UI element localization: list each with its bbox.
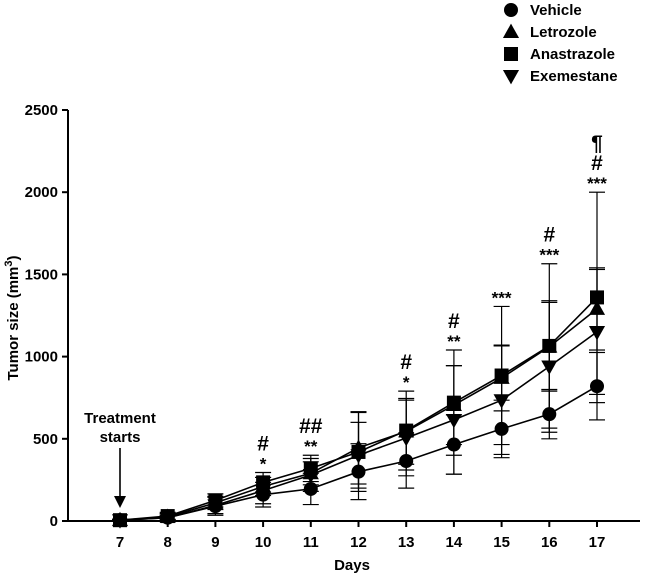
significance-mark: ***	[492, 288, 512, 307]
data-point-vehicle-day-16	[542, 407, 557, 422]
data-point-exemestane-day-7	[111, 514, 129, 529]
significance-mark: *	[403, 373, 410, 392]
data-point-exemestane-day-12	[350, 449, 367, 464]
data-point-anastrazole-day-14	[446, 395, 461, 410]
legend-marker-anastrazole	[504, 47, 518, 61]
data-point-exemestane-day-11	[302, 469, 319, 484]
y-tick-label: 1000	[25, 349, 58, 366]
legend-label-anastrazole: Anastrazole	[530, 46, 615, 63]
treatment-label-line1: Treatment	[84, 410, 156, 427]
y-axis-title: Tumor size (mm3)	[3, 255, 22, 380]
data-point-exemestane-day-17	[588, 325, 606, 341]
legend-marker-exemestane	[502, 70, 520, 85]
y-tick-label: 2500	[25, 102, 58, 119]
data-point-anastrazole-day-16	[542, 338, 557, 353]
significance-mark: #	[591, 152, 603, 175]
x-tick-label: 13	[398, 534, 415, 551]
data-point-vehicle-day-13	[399, 453, 414, 468]
data-point-vehicle-day-12	[351, 464, 366, 479]
data-point-vehicle-day-15	[494, 421, 509, 436]
significance-mark: ***	[539, 246, 559, 265]
data-point-exemestane-day-13	[398, 432, 415, 447]
chart-axes	[67, 110, 640, 522]
y-axis-title-main: Tumor size (mm	[5, 267, 22, 381]
significance-mark: #	[543, 224, 555, 247]
significance-mark: #	[257, 433, 269, 456]
x-tick-label: 8	[164, 534, 172, 551]
treatment-arrow-head	[114, 496, 126, 508]
data-point-vehicle-day-17	[590, 379, 604, 394]
legend-marker-vehicle	[504, 3, 518, 17]
x-tick-label: 10	[255, 534, 272, 551]
treatment-annotation: Treatment starts	[84, 410, 156, 508]
significance-mark: *	[260, 455, 267, 474]
y-tick-label: 0	[50, 513, 58, 530]
significance-mark: ***	[587, 174, 607, 193]
significance-mark: ¶	[591, 132, 603, 155]
significance-mark: ##	[299, 415, 323, 438]
y-tick-label: 2000	[25, 184, 58, 201]
y-axis-title-superscript: 3	[3, 260, 15, 266]
y-axis-ticks: 0 500 1000 1500 2000 2500	[25, 102, 68, 530]
data-point-vehicle-day-14	[446, 437, 461, 452]
significance-mark: #	[448, 310, 460, 333]
x-tick-label: 16	[541, 534, 558, 551]
data-point-exemestane-day-10	[255, 484, 272, 499]
x-axis-ticks: 7 8 9 10 11 12 13 14 15 16 17	[116, 521, 606, 551]
x-tick-label: 12	[350, 534, 367, 551]
y-axis-title-group: Tumor size (mm3)	[3, 255, 22, 380]
x-tick-label: 14	[446, 534, 463, 551]
x-tick-label: 17	[589, 534, 606, 551]
x-axis-title: Days	[334, 557, 370, 574]
significance-mark: **	[304, 437, 318, 456]
legend-label-vehicle: Vehicle	[530, 2, 582, 19]
legend-label-letrozole: Letrozole	[530, 24, 597, 41]
x-tick-label: 7	[116, 534, 124, 551]
significance-mark: #	[400, 351, 412, 374]
legend-label-exemestane: Exemestane	[530, 68, 618, 85]
treatment-label-line2: starts	[100, 429, 141, 446]
data-point-exemestane-day-16	[541, 360, 558, 375]
data-point-exemestane-day-15	[493, 394, 510, 409]
y-tick-label: 1500	[25, 266, 58, 283]
legend-marker-letrozole	[502, 23, 520, 38]
data-point-exemestane-day-8	[159, 511, 176, 527]
data-point-letrozole-day-17	[588, 300, 606, 315]
x-tick-label: 11	[303, 534, 319, 551]
legend: Vehicle Letrozole Anastrazole Exemestane	[502, 2, 618, 85]
data-point-exemestane-day-14	[445, 413, 462, 429]
series-markers	[111, 290, 606, 529]
significance-mark: **	[447, 332, 461, 351]
x-tick-label: 9	[211, 534, 219, 551]
data-point-vehicle-day-11	[303, 481, 318, 496]
y-tick-label: 500	[33, 431, 58, 448]
significance-annotations: *# **##*#**#******#***#¶	[257, 132, 607, 473]
y-axis-title-close: )	[5, 255, 22, 260]
data-point-anastrazole-day-17	[590, 290, 604, 305]
data-point-anastrazole-day-15	[494, 368, 509, 383]
data-point-exemestane-day-9	[207, 499, 224, 514]
x-tick-label: 15	[493, 534, 510, 551]
